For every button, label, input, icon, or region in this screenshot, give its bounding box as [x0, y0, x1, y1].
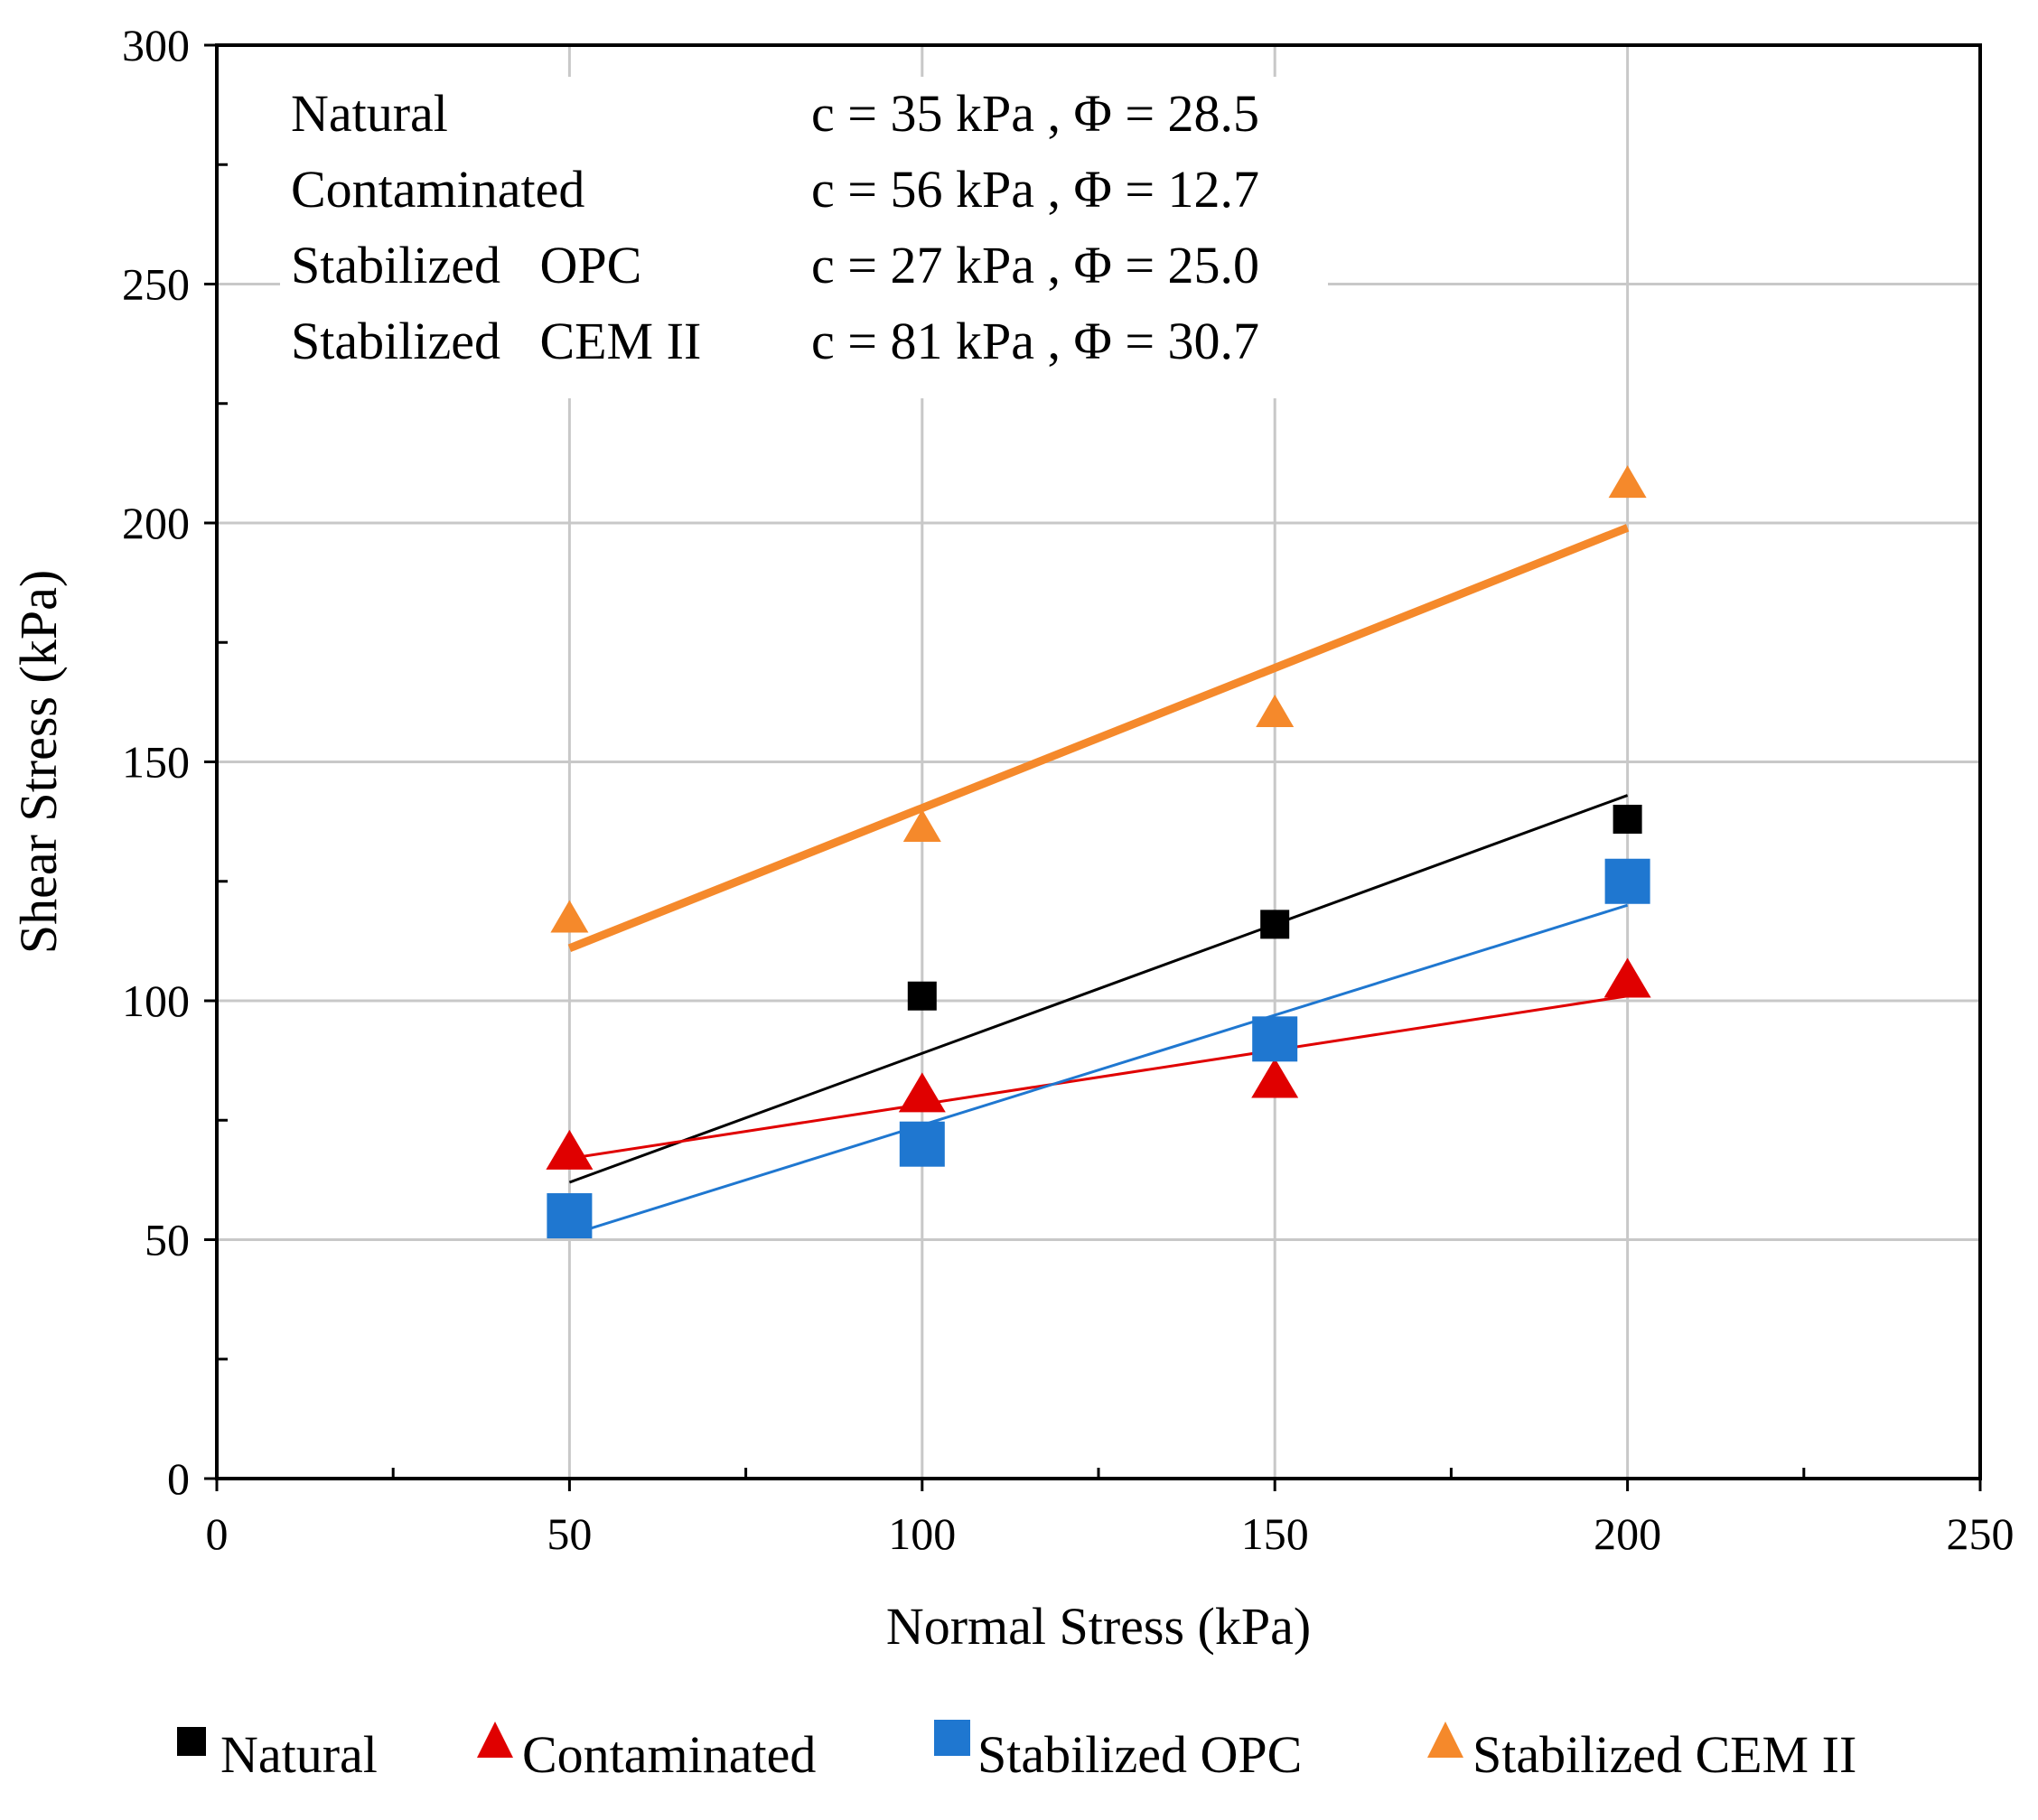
- annotation-value: c = 81 kPa , Φ = 30.7: [811, 312, 1259, 370]
- annotation-value: c = 27 kPa , Φ = 25.0: [811, 236, 1259, 294]
- point-natural: [1613, 804, 1642, 834]
- annotation-label: Contaminated: [291, 160, 584, 219]
- trendline-contaminated: [569, 994, 1628, 1161]
- x-axis-title: Normal Stress (kPa): [886, 1597, 1311, 1656]
- point-stabilized-opc: [1604, 858, 1650, 904]
- y-tick-label: 300: [122, 20, 190, 70]
- annotation-value: c = 35 kPa , Φ = 28.5: [811, 84, 1259, 143]
- legend: Natural Contaminated Stabilized OPC Stabili…: [177, 1720, 1856, 1784]
- point-stabilized-cem-ii: [550, 900, 589, 933]
- point-natural: [1260, 910, 1290, 939]
- y-axis-title: Shear Stress (kPa): [9, 570, 68, 954]
- legend-label-stabilized-cem-ii: Stabilized CEM II: [1472, 1725, 1856, 1784]
- annotation-background: [280, 77, 1328, 398]
- trendline-natural: [568, 794, 1629, 1184]
- point-stabilized-opc: [547, 1193, 593, 1239]
- point-contaminated: [898, 1072, 946, 1113]
- x-tick-label: 100: [888, 1508, 956, 1559]
- point-stabilized-opc: [899, 1121, 945, 1167]
- legend-label-contaminated: Contaminated: [522, 1725, 816, 1784]
- point-stabilized-cem-ii: [1256, 695, 1295, 727]
- parameter-annotations: Natural c = 35 kPa , Φ = 28.5 Contaminated…: [280, 77, 1328, 398]
- point-contaminated: [1251, 1058, 1299, 1098]
- y-tick-label: 50: [145, 1215, 190, 1265]
- legend-marker-natural: [177, 1727, 206, 1756]
- legend-label-stabilized-opc: Stabilized OPC: [977, 1725, 1302, 1784]
- point-stabilized-cem-ii: [902, 808, 941, 842]
- trendlines: [567, 524, 1630, 1237]
- x-tick-label: 0: [206, 1508, 229, 1559]
- y-tick-label: 150: [122, 737, 190, 788]
- annotation-label: Stabilized CEM II: [291, 312, 701, 370]
- point-stabilized-cem-ii: [1608, 465, 1647, 499]
- x-tick-label: 200: [1594, 1508, 1661, 1559]
- annotation-label: Stabilized OPC: [291, 236, 641, 294]
- point-natural: [907, 981, 937, 1011]
- point-contaminated: [1603, 957, 1651, 998]
- point-stabilized-opc: [1252, 1016, 1298, 1062]
- legend-marker-contaminated: [477, 1722, 513, 1758]
- data-markers: [546, 465, 1651, 1239]
- legend-marker-stabilized-opc: [934, 1720, 970, 1756]
- trendline-stabilized-cem-ii: [567, 524, 1630, 952]
- annotation-value: c = 56 kPa , Φ = 12.7: [811, 160, 1259, 219]
- y-tick-label: 0: [167, 1453, 190, 1504]
- x-tick-label: 50: [547, 1508, 592, 1559]
- point-contaminated: [546, 1129, 594, 1170]
- tick-labels: 0 50 100 150 200 250 0 50 100 150 200 250 300: [122, 20, 2015, 1559]
- annotation-label: Natural: [291, 84, 448, 143]
- y-tick-label: 250: [122, 259, 190, 310]
- x-tick-label: 250: [1947, 1508, 2015, 1559]
- legend-label-natural: Natural: [220, 1725, 378, 1784]
- trendline-stabilized-opc: [568, 903, 1629, 1237]
- x-tick-label: 150: [1241, 1508, 1309, 1559]
- legend-marker-stabilized-cem-ii: [1427, 1722, 1463, 1758]
- y-tick-label: 200: [122, 498, 190, 548]
- y-tick-label: 100: [122, 975, 190, 1026]
- axes: [204, 43, 1982, 1491]
